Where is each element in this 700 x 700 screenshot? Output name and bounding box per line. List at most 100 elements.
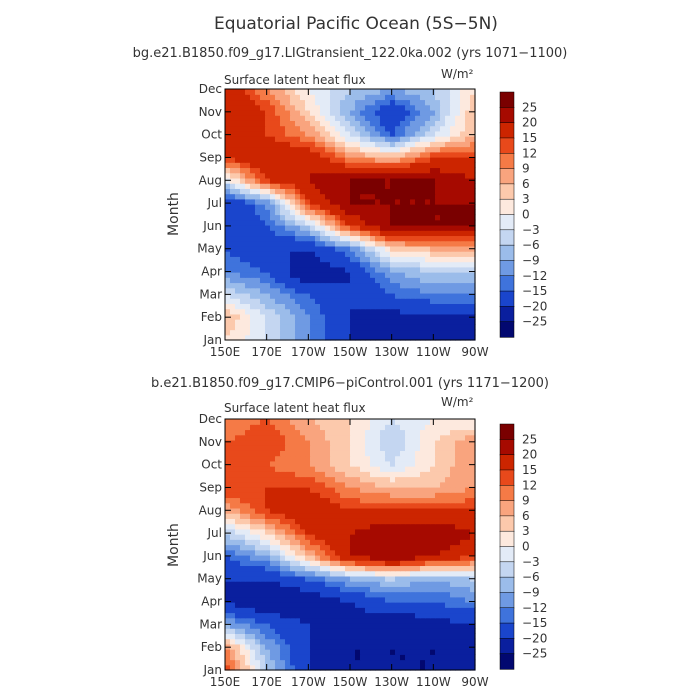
heatmap-cell	[390, 282, 396, 289]
heatmap-cell	[390, 622, 396, 629]
heatmap-cell	[320, 607, 326, 614]
heatmap-cell	[470, 282, 476, 289]
heatmap-cell	[400, 602, 406, 608]
heatmap-cell	[315, 298, 321, 304]
heatmap-cell	[255, 282, 261, 289]
heatmap-cell	[265, 193, 271, 200]
heatmap-cell	[375, 156, 381, 163]
heatmap-cell	[415, 586, 421, 593]
heatmap-cell	[380, 419, 386, 425]
heatmap-cell	[275, 272, 281, 278]
heatmap-cell	[370, 303, 376, 310]
heatmap-cell	[460, 460, 466, 467]
heatmap-cell	[415, 486, 421, 493]
heatmap-cell	[420, 177, 426, 184]
heatmap-cell	[455, 570, 461, 577]
heatmap-cell	[310, 497, 316, 504]
heatmap-cell	[460, 544, 466, 551]
heatmap-cell	[285, 308, 291, 315]
heatmap-cell	[260, 455, 266, 462]
heatmap-cell	[345, 539, 351, 546]
heatmap-cell	[470, 266, 476, 273]
heatmap-cell	[435, 251, 441, 257]
heatmap-cell	[455, 125, 461, 132]
heatmap-cell	[240, 654, 246, 661]
heatmap-cell	[240, 120, 246, 127]
panel-top-subtitle: bg.e21.B1850.f09_g17.LIGtransient_122.0k…	[133, 46, 568, 61]
heatmap-cell	[355, 219, 361, 226]
heatmap-cell	[330, 230, 336, 237]
heatmap-cell	[230, 439, 236, 446]
heatmap-cell	[405, 104, 411, 111]
heatmap-cell	[410, 125, 416, 132]
heatmap-cell	[290, 633, 296, 640]
heatmap-cell	[430, 141, 436, 148]
colorbar-label: 20	[522, 448, 537, 462]
heatmap-cell	[400, 120, 406, 127]
heatmap-cell	[325, 586, 331, 593]
heatmap-cell	[365, 581, 371, 587]
heatmap-cell	[225, 303, 231, 310]
heatmap-cell	[290, 245, 296, 252]
heatmap-cell	[325, 591, 331, 598]
heatmap-cell	[380, 251, 386, 257]
heatmap-cell	[375, 89, 381, 95]
heatmap-cell	[380, 141, 386, 148]
heatmap-cell	[440, 214, 446, 221]
heatmap-cell	[435, 591, 441, 598]
heatmap-cell	[290, 282, 296, 289]
heatmap-cell	[380, 528, 386, 535]
heatmap-cell	[365, 141, 371, 148]
heatmap-cell	[235, 486, 241, 493]
heatmap-cell	[400, 492, 406, 499]
heatmap-cell	[350, 460, 356, 467]
heatmap-cell	[470, 471, 476, 478]
heatmap-cell	[250, 434, 256, 441]
heatmap-cell	[300, 177, 306, 184]
heatmap-cell	[455, 565, 461, 572]
heatmap-cell	[235, 156, 241, 163]
heatmap-cell	[425, 664, 431, 671]
heatmap-cell	[325, 292, 331, 299]
heatmap-cell	[320, 445, 326, 451]
heatmap-cell	[275, 245, 281, 252]
heatmap-cell	[325, 308, 331, 315]
heatmap-cell	[225, 497, 231, 504]
heatmap-cell	[245, 664, 251, 671]
heatmap-cell	[315, 261, 321, 268]
heatmap-cell	[350, 141, 356, 148]
heatmap-cell	[460, 481, 466, 488]
heatmap-cell	[240, 204, 246, 210]
heatmap-cell	[445, 303, 451, 310]
heatmap-cell	[305, 282, 311, 289]
heatmap-cell	[270, 292, 276, 299]
heatmap-cell	[365, 544, 371, 551]
heatmap-cell	[320, 162, 326, 169]
heatmap-cell	[330, 591, 336, 598]
heatmap-cell	[230, 638, 236, 645]
heatmap-cell	[245, 471, 251, 478]
heatmap-cell	[285, 313, 291, 320]
heatmap-cell	[440, 120, 446, 127]
heatmap-cell	[395, 591, 401, 598]
heatmap-cell	[260, 476, 266, 483]
heatmap-cell	[370, 214, 376, 221]
heatmap-cell	[305, 292, 311, 299]
heatmap-cell	[380, 99, 386, 106]
heatmap-cell	[260, 612, 266, 619]
heatmap-cell	[245, 649, 251, 655]
heatmap-cell	[415, 419, 421, 425]
heatmap-cell	[460, 596, 466, 603]
heatmap-cell	[240, 554, 246, 561]
heatmap-cell	[395, 167, 401, 174]
heatmap-cell	[260, 313, 266, 320]
heatmap-cell	[240, 334, 246, 341]
heatmap-cell	[335, 439, 341, 446]
heatmap-cell	[330, 308, 336, 315]
heatmap-cell	[255, 429, 261, 436]
heatmap-cell	[345, 146, 351, 153]
heatmap-cell	[250, 455, 256, 462]
heatmap-cell	[470, 523, 476, 530]
heatmap-cell	[375, 649, 381, 655]
heatmap-cell	[330, 125, 336, 132]
